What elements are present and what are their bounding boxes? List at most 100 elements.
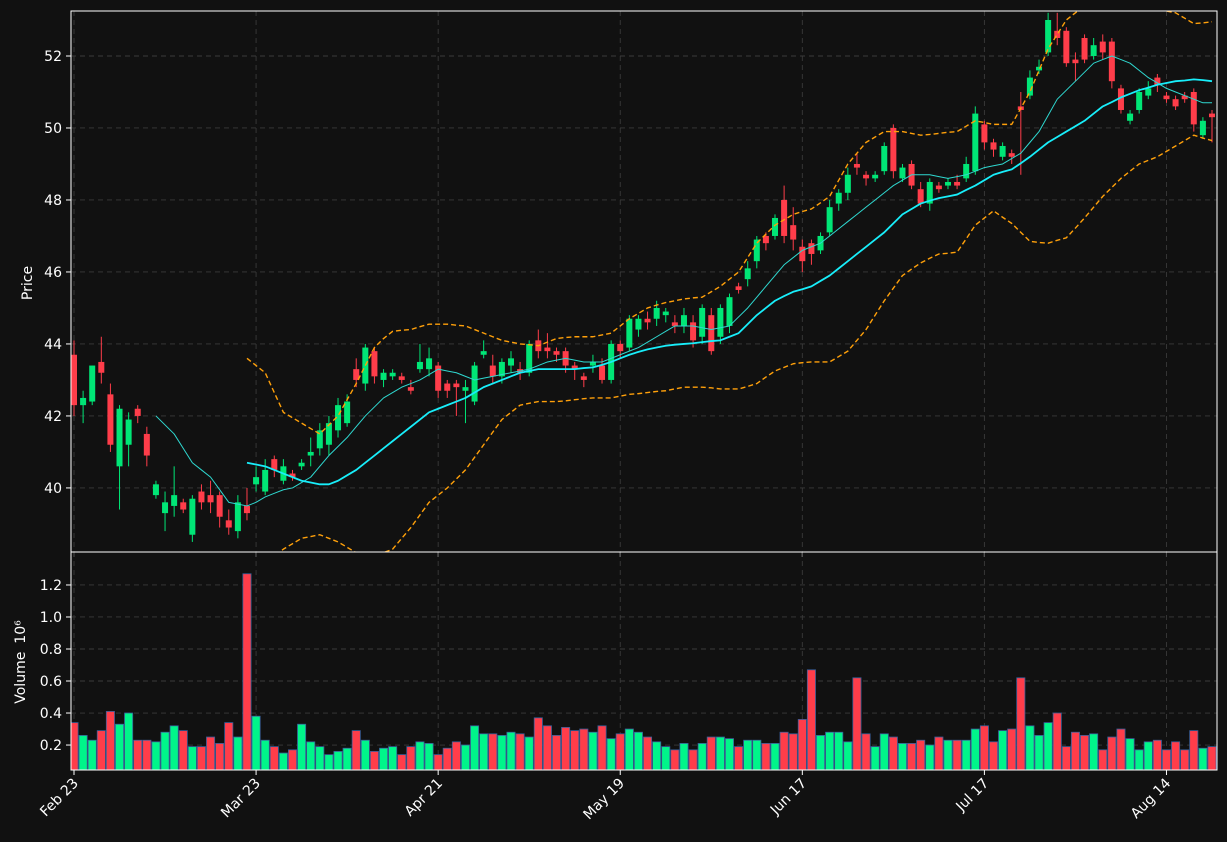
volume-bar xyxy=(597,725,607,770)
volume-bar xyxy=(460,744,470,770)
candle-body xyxy=(389,372,396,377)
candle-body xyxy=(1008,153,1015,157)
volume-bars xyxy=(71,573,1217,770)
volume-bar xyxy=(697,743,707,770)
y-tick-label: 1.2 xyxy=(40,578,62,594)
candle-body xyxy=(1208,113,1216,118)
volume-bar xyxy=(788,733,798,770)
candle-body xyxy=(489,365,496,377)
volume-bar xyxy=(561,727,571,770)
volume-bar xyxy=(215,743,225,770)
volume-bar xyxy=(388,746,398,770)
volume-bar xyxy=(287,749,297,770)
volume-axis-label: Volume 10⁶ xyxy=(13,620,29,704)
volume-label-text: Volume xyxy=(13,652,29,704)
candle-body xyxy=(744,268,751,280)
candle-body xyxy=(808,243,815,254)
volume-bar xyxy=(852,677,862,770)
candle-body xyxy=(134,408,141,416)
volume-bar xyxy=(306,741,316,770)
candle-body xyxy=(972,113,979,172)
volume-bar xyxy=(970,728,980,770)
candle-body xyxy=(398,376,405,380)
candle-body xyxy=(589,361,596,366)
volume-bar xyxy=(178,730,188,770)
volume-bar xyxy=(570,730,580,770)
volume-bar xyxy=(315,746,325,770)
y-tick-label: 0.6 xyxy=(40,674,62,690)
candle-body xyxy=(735,286,742,290)
volume-bar xyxy=(588,731,598,770)
volume-bar xyxy=(998,730,1008,770)
volume-bar xyxy=(324,754,334,770)
candle-body xyxy=(335,405,342,431)
volume-bar xyxy=(224,722,234,770)
candle-body xyxy=(1054,30,1061,38)
volume-bar xyxy=(251,715,261,770)
volume-bar xyxy=(770,743,780,770)
candle-body xyxy=(835,192,842,204)
candle-body xyxy=(926,181,933,204)
volume-bar xyxy=(1107,736,1117,770)
volume-bar xyxy=(715,736,725,770)
candle-body xyxy=(653,307,660,319)
candle-body xyxy=(526,343,533,373)
volume-bar xyxy=(1171,741,1181,770)
candle-body xyxy=(71,354,78,406)
candle-body xyxy=(325,423,332,445)
candle-body xyxy=(1199,120,1206,136)
candle-body xyxy=(89,365,96,402)
volume-bar xyxy=(124,712,134,770)
candle-body xyxy=(471,365,478,402)
volume-bar xyxy=(1207,746,1217,770)
candle-body xyxy=(498,361,505,377)
volume-bar xyxy=(1180,749,1190,770)
volume-bar xyxy=(1089,733,1099,770)
candle-body xyxy=(781,199,788,236)
volume-bar xyxy=(1016,677,1026,770)
volume-bar xyxy=(1007,728,1017,770)
volume-bar xyxy=(1080,735,1090,770)
candle-body xyxy=(881,145,888,172)
candle-body xyxy=(289,473,296,478)
candle-body xyxy=(571,365,578,370)
volume-bar xyxy=(989,741,999,770)
volume-bar xyxy=(1034,735,1044,770)
candle-body xyxy=(1163,95,1170,100)
volume-bar xyxy=(870,746,880,770)
candle-body xyxy=(234,502,241,532)
candle-body xyxy=(699,307,706,337)
volume-bar xyxy=(1198,747,1208,770)
volume-bar xyxy=(624,728,634,770)
candle-body xyxy=(872,174,879,179)
candle-body xyxy=(726,297,733,326)
candle-body xyxy=(1108,41,1115,82)
candle-body xyxy=(617,343,624,352)
volume-bar xyxy=(843,741,853,770)
volume-bar xyxy=(615,733,625,770)
candle-body xyxy=(1099,41,1106,53)
candle-body xyxy=(1181,95,1188,100)
volume-bar xyxy=(187,746,197,770)
candle-body xyxy=(708,315,715,352)
volume-bar xyxy=(670,749,680,770)
volume-bar xyxy=(71,722,79,770)
volume-bar xyxy=(1043,722,1053,770)
volume-bar xyxy=(861,733,871,770)
volume-bar xyxy=(533,717,543,770)
volume-bar xyxy=(451,741,461,770)
volume-bar xyxy=(524,736,534,770)
candles xyxy=(71,11,1216,552)
candle-body xyxy=(216,495,223,517)
volume-bar xyxy=(160,731,170,770)
panel-frame xyxy=(70,551,1218,771)
candle-body xyxy=(316,430,323,449)
volume-bar xyxy=(1189,730,1199,770)
candle-body xyxy=(662,311,669,316)
volume-bar xyxy=(506,731,516,770)
candle-body xyxy=(271,459,278,470)
y-tick-label: 44 xyxy=(44,337,62,353)
candle-body xyxy=(890,127,897,172)
volume-bar xyxy=(497,735,507,770)
candle-body xyxy=(772,217,779,236)
